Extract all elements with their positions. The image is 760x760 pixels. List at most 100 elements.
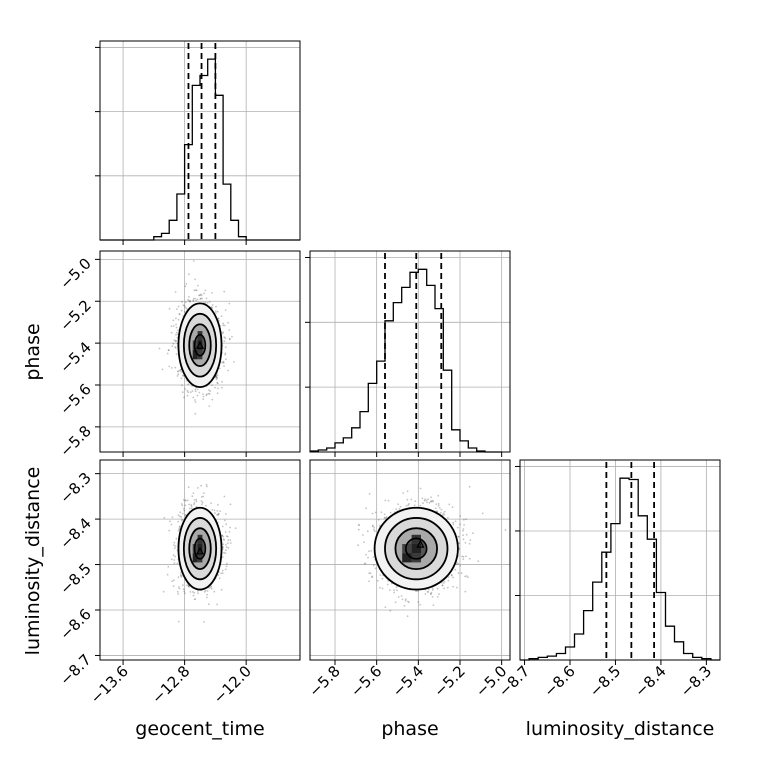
sample-point — [184, 301, 187, 304]
sample-point — [430, 496, 432, 499]
sample-point — [381, 587, 384, 590]
sample-point — [189, 300, 192, 302]
sample-point — [215, 312, 217, 314]
sample-point — [406, 490, 409, 493]
y-tick-label: −5.2 — [56, 296, 94, 334]
sample-point — [179, 515, 181, 518]
sample-point — [389, 609, 392, 612]
sample-point — [431, 596, 434, 598]
sample-point — [192, 594, 195, 597]
sample-point — [395, 508, 398, 510]
sample-point — [364, 562, 367, 565]
sample-point — [205, 504, 207, 507]
panel-frame — [99, 459, 301, 661]
x-tick-label: −5.8 — [305, 662, 343, 700]
sample-point — [198, 294, 200, 297]
sample-point — [363, 541, 365, 544]
sample-point — [193, 289, 196, 292]
y-tick-label: −5.4 — [56, 338, 94, 376]
sample-point — [214, 310, 217, 312]
sample-point — [223, 324, 226, 327]
sample-point — [178, 369, 181, 372]
sample-point — [221, 572, 224, 574]
sample-point — [206, 590, 209, 592]
sample-point — [447, 576, 450, 578]
sample-point — [188, 296, 190, 298]
sample-point — [399, 505, 402, 508]
sample-point — [187, 391, 190, 394]
sample-point — [217, 514, 220, 516]
sample-point — [195, 498, 198, 501]
sample-point — [170, 523, 173, 526]
sample-point — [368, 580, 370, 583]
sample-point — [215, 376, 218, 379]
sample-point — [481, 512, 484, 515]
sample-point — [229, 503, 232, 506]
sample-point — [467, 576, 469, 578]
sample-point — [379, 574, 382, 576]
data-layer — [100, 43, 720, 661]
sample-point — [468, 485, 471, 488]
x-tick-label: −12.8 — [148, 662, 193, 707]
sample-point — [458, 548, 461, 551]
sample-point — [228, 530, 231, 533]
sample-point — [393, 589, 395, 591]
sample-point — [389, 589, 391, 591]
sample-point — [365, 507, 367, 510]
sample-point — [196, 388, 199, 391]
sample-point — [430, 500, 432, 503]
sample-point — [222, 546, 224, 549]
sample-point — [438, 593, 440, 595]
sample-point — [175, 537, 178, 540]
sample-point — [456, 561, 458, 564]
sample-point — [166, 573, 169, 576]
sample-point — [406, 498, 409, 501]
sample-point — [172, 325, 175, 327]
x-axis-label-luminosity-distance: luminosity_distance — [526, 718, 715, 740]
sample-point — [189, 300, 192, 303]
y-tick-label: −5.8 — [56, 422, 94, 460]
sample-point — [222, 535, 225, 538]
sample-point — [368, 492, 371, 495]
sample-point — [177, 514, 180, 516]
sample-point — [200, 484, 202, 487]
sample-point — [170, 367, 173, 369]
sample-point — [200, 500, 203, 502]
sample-point — [450, 573, 453, 576]
sample-point — [221, 525, 224, 528]
sample-point — [206, 593, 209, 596]
sample-point — [404, 598, 407, 601]
sample-point — [208, 300, 211, 303]
panel-frame — [99, 250, 301, 453]
sample-point — [225, 546, 228, 548]
sample-point — [173, 547, 176, 550]
sample-point — [188, 300, 191, 302]
sample-point — [180, 571, 182, 574]
sample-point — [193, 598, 196, 601]
sample-point — [442, 582, 445, 584]
sample-point — [186, 389, 189, 392]
x-tick-label: −8.5 — [586, 662, 624, 700]
sample-point — [184, 499, 187, 502]
sample-point — [178, 313, 181, 316]
sample-point — [462, 558, 465, 560]
sample-point — [178, 587, 181, 590]
sample-point — [217, 503, 219, 506]
sample-point — [372, 524, 374, 527]
sample-point — [229, 338, 231, 341]
sample-point — [210, 585, 213, 588]
sample-point — [192, 300, 195, 302]
sample-point — [178, 525, 181, 528]
sample-point — [216, 513, 218, 516]
sample-point — [226, 562, 228, 565]
sample-point — [432, 589, 434, 591]
sample-point — [192, 299, 195, 302]
sample-point — [424, 593, 427, 595]
sample-point — [162, 590, 165, 593]
sample-point — [366, 530, 369, 533]
sample-point — [464, 541, 467, 544]
sample-point — [177, 620, 180, 623]
sample-point — [376, 579, 379, 582]
sample-point — [472, 532, 474, 535]
sample-point — [193, 503, 195, 506]
